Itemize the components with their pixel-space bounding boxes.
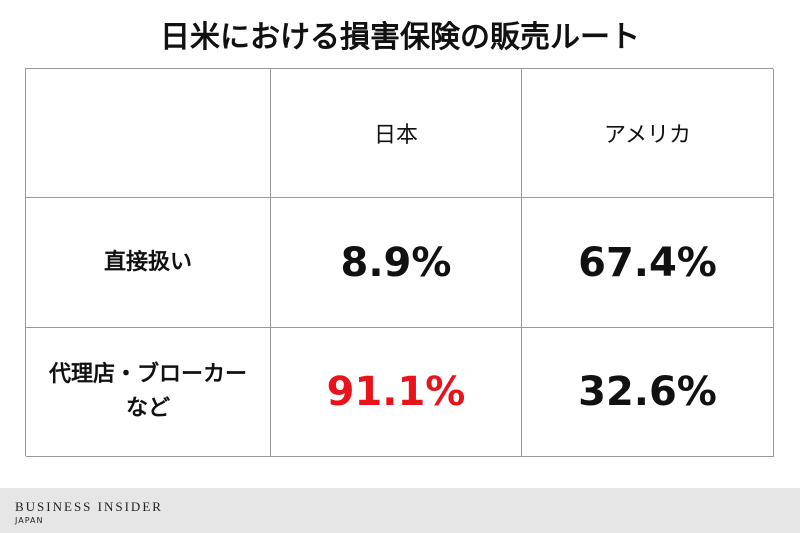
table: 日本 アメリカ直接扱い 8.9% 67.4% 代理店・ブローカーなど 91.1% 32.6% <box>25 68 774 457</box>
region: JAPAN <box>15 516 44 525</box>
row-label: 直接扱い <box>103 249 192 275</box>
value-cell: 32.6% <box>522 328 774 457</box>
row-label-cell: 直接扱い <box>26 198 271 328</box>
footer: BUSINESS INSIDER JAPAN <box>0 488 800 533</box>
column-header: 日本 <box>271 69 522 198</box>
brand: BUSINESS INSIDER <box>15 499 163 514</box>
title: 日米における損害保険の販売ルート <box>160 20 640 55</box>
corner-cell <box>26 69 271 198</box>
value-cell: 67.4% <box>522 198 774 328</box>
column-header: アメリカ <box>522 69 774 198</box>
value-cell: 8.9% <box>271 198 522 328</box>
row-label: 代理店・ブローカーなど <box>48 362 247 421</box>
value-cell: 91.1% <box>271 328 522 457</box>
row-label-cell: 代理店・ブローカーなど <box>26 328 271 457</box>
